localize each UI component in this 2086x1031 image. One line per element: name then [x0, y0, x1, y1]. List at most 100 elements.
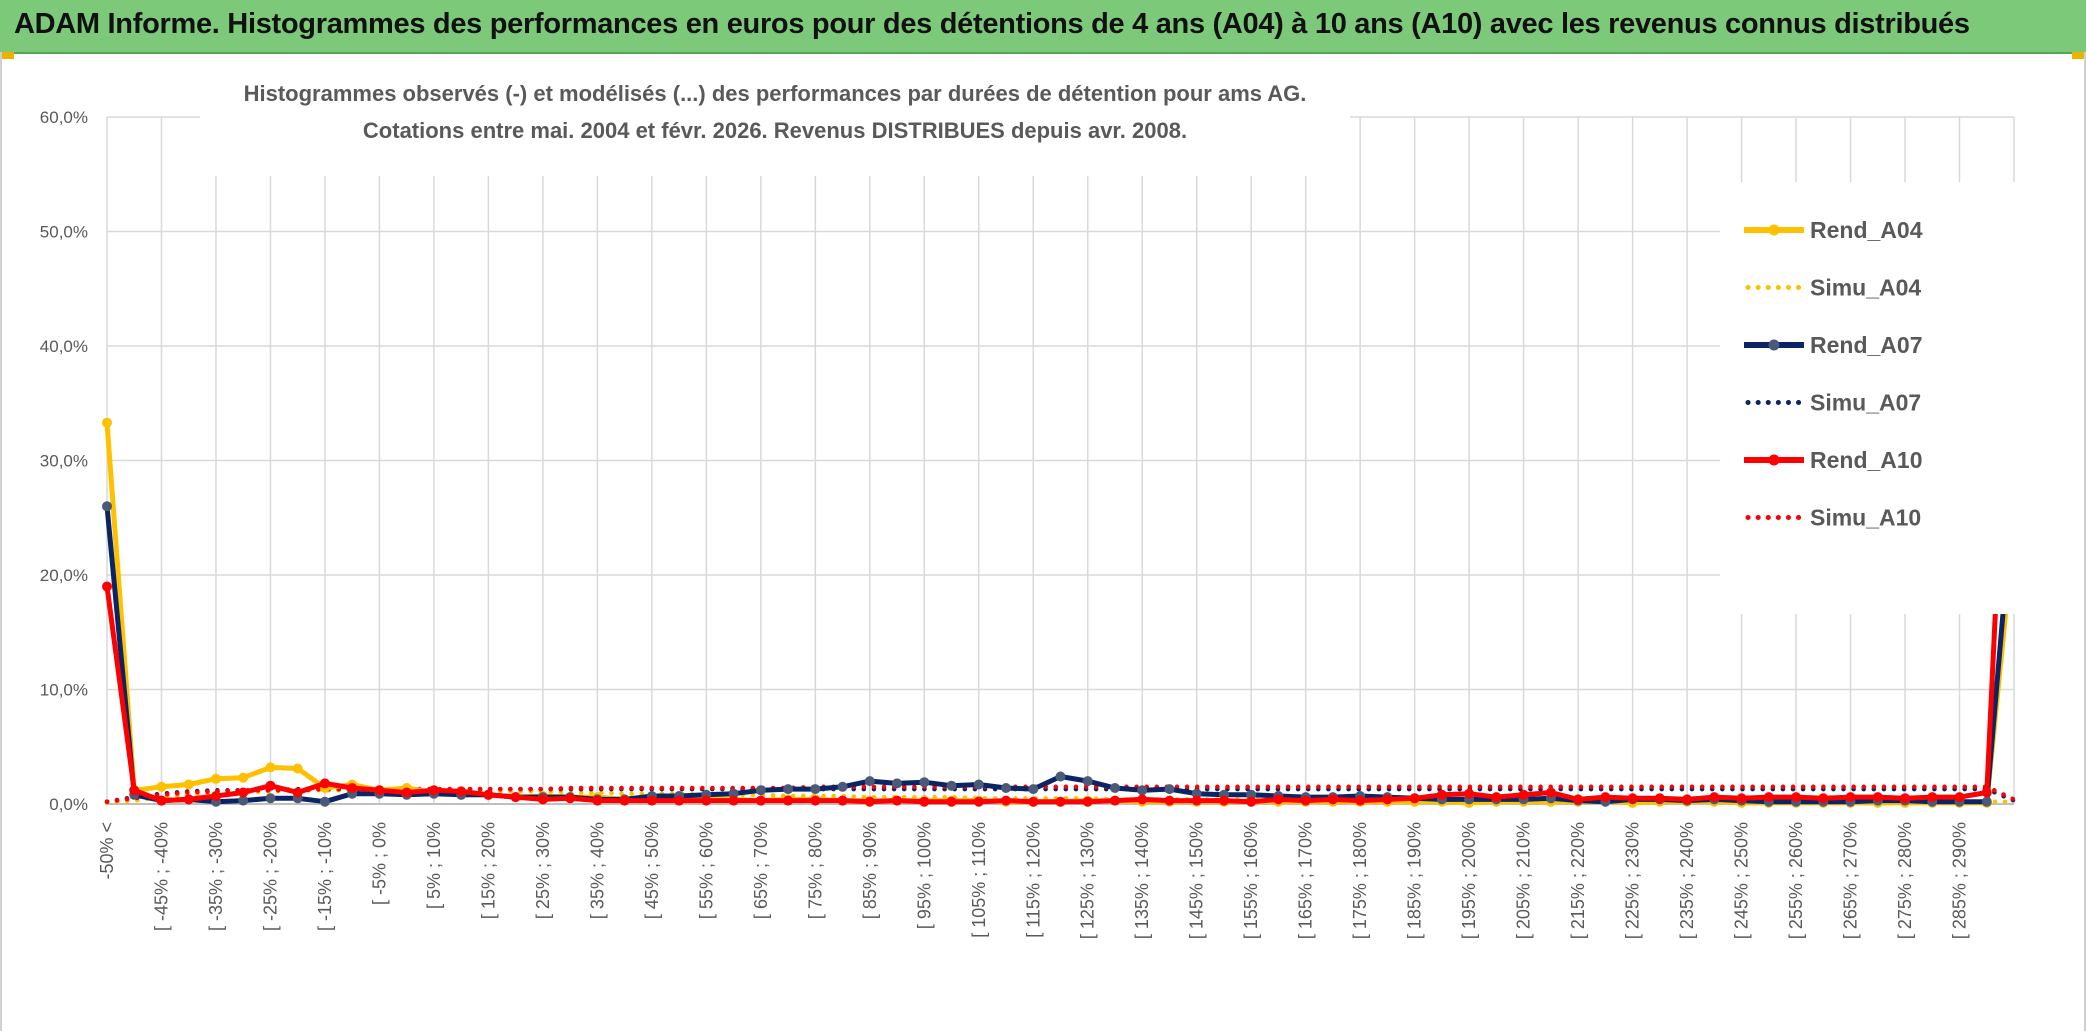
data-point — [1110, 783, 1120, 793]
data-point — [646, 795, 657, 806]
chart-title-line1: Histogrammes observés (-) et modélisés (… — [244, 81, 1307, 106]
data-point — [1273, 794, 1284, 805]
data-point — [319, 796, 330, 807]
x-tick-label: [ 195% ; 200% — [1459, 822, 1479, 939]
x-tick-label: [ 225% ; 230% — [1623, 822, 1643, 939]
data-point — [728, 788, 739, 799]
data-point — [1001, 783, 1011, 793]
data-point — [1436, 789, 1447, 800]
data-point — [428, 785, 439, 796]
data-point — [1545, 787, 1556, 798]
data-point — [946, 796, 957, 807]
data-point — [755, 795, 766, 806]
data-point — [892, 795, 902, 806]
data-point — [892, 778, 902, 789]
data-point — [1818, 793, 1829, 804]
data-point — [1627, 793, 1638, 804]
x-tick-label: [ 175% ; 180% — [1350, 822, 1370, 939]
data-point — [810, 795, 821, 806]
data-point — [919, 796, 930, 807]
data-point — [701, 795, 712, 806]
data-point — [783, 784, 794, 795]
data-point — [1654, 793, 1665, 804]
y-tick-label: 30,0% — [40, 452, 88, 471]
data-point — [265, 793, 276, 804]
legend-label: Simu_A04 — [1810, 275, 1921, 301]
data-point — [864, 796, 875, 807]
legend-item-rend_a04: Rend_A04 — [1744, 217, 1923, 243]
data-point — [1300, 795, 1311, 806]
legend-label: Simu_A10 — [1810, 505, 1921, 531]
legend-label: Simu_A07 — [1810, 390, 1921, 416]
x-tick-label: [ 165% ; 170% — [1296, 822, 1316, 939]
x-tick-label: [ 245% ; 250% — [1732, 822, 1752, 939]
data-point — [156, 781, 167, 792]
legend-item-simu_a04: Simu_A04 — [1745, 275, 1921, 301]
data-point — [1736, 793, 1747, 804]
corner-mark-left — [0, 52, 14, 59]
data-point — [837, 781, 848, 792]
data-point — [1001, 795, 1011, 806]
x-tick-label: [ -45% ; -40% — [151, 822, 171, 931]
y-tick-label: 40,0% — [40, 337, 88, 356]
data-point — [238, 795, 249, 806]
data-point — [319, 778, 330, 789]
data-point — [1382, 794, 1393, 805]
x-tick-label: [ -35% ; -30% — [206, 822, 226, 931]
data-point — [265, 780, 276, 791]
data-point — [810, 784, 821, 795]
data-point — [347, 783, 358, 793]
x-tick-label: [ 145% ; 150% — [1187, 822, 1207, 939]
data-point — [864, 776, 875, 787]
legend-label: Rend_A07 — [1810, 332, 1922, 358]
data-point — [1845, 792, 1856, 803]
legend-marker — [1768, 339, 1780, 351]
data-point — [238, 787, 249, 798]
x-tick-label: [ 45% ; 50% — [642, 822, 662, 919]
data-point — [1518, 789, 1529, 800]
legend-marker — [1768, 224, 1780, 236]
data-point — [156, 795, 167, 806]
data-point — [1327, 794, 1338, 805]
x-tick-label: [ 65% ; 70% — [751, 822, 771, 919]
data-point — [1191, 795, 1202, 806]
x-tick-label: [ 215% ; 220% — [1568, 822, 1588, 939]
data-point — [973, 796, 984, 807]
data-point — [946, 780, 957, 791]
data-point — [1055, 796, 1066, 807]
y-tick-label: 20,0% — [40, 566, 88, 585]
data-point — [837, 795, 848, 806]
data-point — [1137, 785, 1148, 796]
x-tick-label: [ 5% ; 10% — [424, 822, 444, 909]
data-point — [183, 794, 194, 805]
y-tick-label: 60,0% — [40, 108, 88, 127]
data-point — [211, 791, 221, 801]
data-point — [1682, 794, 1693, 805]
data-point — [1573, 794, 1584, 805]
legend-label: Rend_A10 — [1810, 447, 1922, 473]
data-point — [537, 794, 548, 805]
x-tick-label: [ 125% ; 130% — [1078, 822, 1098, 939]
data-point — [619, 795, 630, 806]
x-tick-label: -50% < — [97, 822, 117, 880]
data-point — [1763, 792, 1774, 803]
series-group — [102, 215, 2019, 808]
data-point — [1082, 776, 1093, 787]
legend-marker — [1768, 454, 1780, 466]
x-tick-label: [ -25% ; -20% — [260, 822, 280, 931]
data-point — [183, 779, 194, 790]
data-point — [1709, 792, 1720, 803]
data-point — [1872, 792, 1883, 803]
data-point — [265, 762, 276, 773]
data-point — [592, 795, 603, 806]
y-tick-label: 0,0% — [49, 795, 88, 814]
data-point — [674, 795, 685, 806]
data-point — [1110, 795, 1120, 806]
x-tick-label: [ 185% ; 190% — [1405, 822, 1425, 939]
x-tick-label: [ 115% ; 120% — [1023, 822, 1043, 938]
series-rend_a10 — [102, 215, 2019, 807]
x-tick-label: [ -5% ; 0% — [369, 822, 389, 905]
data-point — [102, 417, 112, 428]
chart-title-line2: Cotations entre mai. 2004 et févr. 2026.… — [363, 118, 1187, 143]
data-point — [129, 785, 140, 796]
